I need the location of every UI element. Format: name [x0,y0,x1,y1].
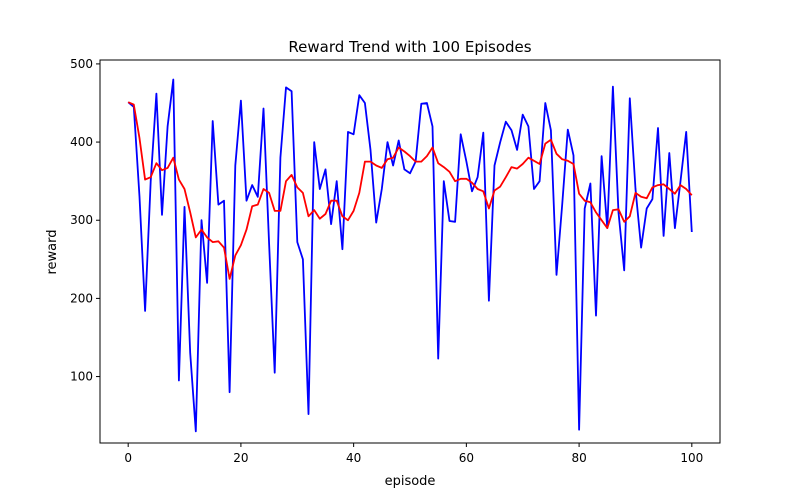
plot-frame [99,59,721,444]
y-axis-label: reward [45,229,60,274]
series-layer [127,78,693,433]
smoothed-reward-series-line [127,101,693,280]
x-tick-label: 100 [680,451,703,465]
x-tick-label: 40 [346,451,361,465]
x-tick-label: 80 [571,451,586,465]
x-axis: 0 20 40 60 80 100 [124,443,703,465]
x-tick-label: 60 [459,451,474,465]
x-axis-label: episode [385,474,436,489]
y-tick-label: 300 [70,213,93,227]
y-tick-label: 500 [70,57,93,71]
reward-series-line [127,78,693,433]
y-axis: 100 200 300 400 500 [70,57,100,384]
x-tick-label: 0 [124,451,132,465]
x-tick-label: 20 [233,451,248,465]
y-tick-label: 100 [70,370,93,384]
y-tick-label: 400 [70,135,93,149]
chart-title: Reward Trend with 100 Episodes [288,38,531,56]
y-tick-label: 200 [70,291,93,305]
